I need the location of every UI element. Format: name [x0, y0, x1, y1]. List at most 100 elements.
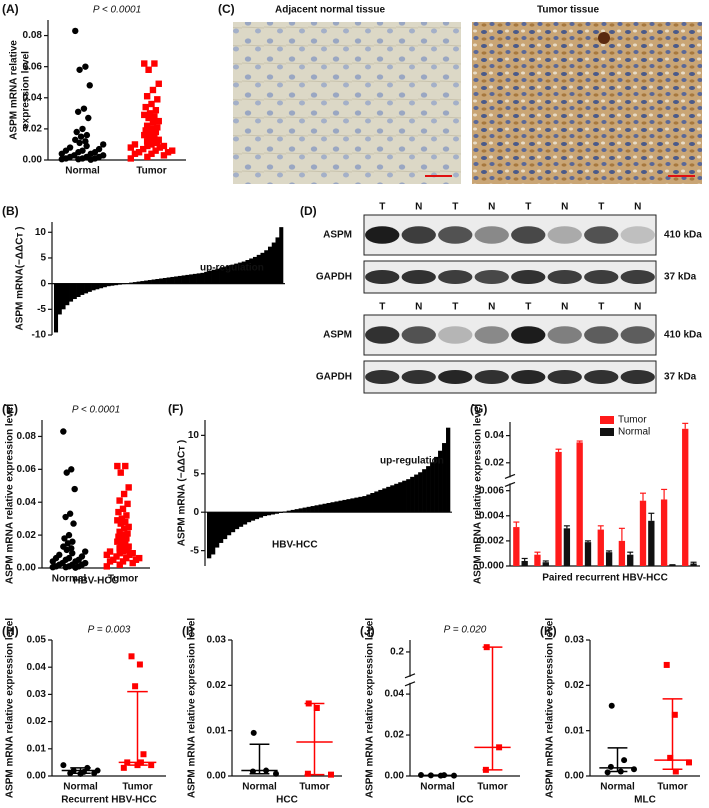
blot-band: [511, 326, 546, 344]
blot-band: [438, 226, 473, 244]
bar: [61, 283, 66, 310]
bar: [563, 528, 571, 566]
x-axis-label: HCC: [276, 795, 298, 806]
blot-band: [474, 369, 509, 385]
bar: [99, 283, 104, 289]
blot-band: [474, 226, 509, 244]
data-point: [141, 60, 148, 67]
data-point: [83, 131, 91, 139]
data-point: [86, 82, 93, 89]
image-title: Adjacent normal tissue: [275, 5, 385, 16]
blot-band: [584, 369, 619, 385]
bar: [618, 540, 626, 566]
data-point: [119, 505, 127, 512]
bar: [382, 488, 387, 513]
lane-label: T: [452, 302, 458, 313]
bar: [322, 503, 327, 513]
bar: [358, 496, 363, 513]
bar: [370, 493, 375, 513]
bar: [267, 246, 273, 284]
data-point: [148, 762, 155, 769]
data-point: [123, 554, 130, 562]
data-point: [118, 536, 126, 544]
protein-label: ASPM: [323, 230, 352, 241]
lane-label: T: [525, 302, 531, 313]
data-point: [58, 150, 65, 157]
bar: [80, 283, 85, 295]
bar: [446, 427, 451, 513]
bar: [605, 552, 613, 566]
data-point: [66, 510, 74, 517]
bar: [639, 500, 647, 566]
size-label: 410 kDa: [664, 330, 702, 341]
blot-band: [547, 226, 582, 244]
x-axis-label: HBV-HCC: [73, 576, 119, 587]
y-tick-label: -5: [37, 304, 46, 315]
bar: [254, 512, 260, 520]
legend-swatch: [600, 428, 614, 436]
data-point: [60, 428, 67, 435]
lane-label: N: [488, 202, 495, 213]
blot-band: [401, 326, 436, 344]
data-point: [70, 520, 77, 527]
panel-label: (D): [300, 204, 317, 218]
bar: [245, 260, 250, 284]
image-title: Tumor tissue: [537, 5, 599, 16]
data-point: [621, 757, 628, 764]
data-point: [117, 520, 124, 527]
axis-break-mark: [504, 481, 516, 487]
y-axis-label: ASPM mRNA relative expression level: [187, 618, 198, 798]
y-tick-label: 0.04: [27, 662, 47, 673]
size-label: 37 kDa: [664, 272, 697, 283]
bar: [241, 261, 246, 284]
y-axis-label: ASPM mRNA relative: [9, 40, 20, 140]
panel-label: (H): [2, 624, 19, 638]
data-point: [148, 150, 155, 157]
bar: [627, 554, 634, 566]
blot-band: [438, 369, 473, 385]
bar: [106, 283, 111, 287]
data-point: [328, 771, 334, 778]
bar: [246, 512, 252, 523]
panel-label: (C): [218, 2, 235, 16]
bar: [230, 512, 236, 533]
bar: [237, 262, 243, 284]
bar: [252, 256, 258, 284]
data-point: [667, 754, 674, 761]
bar: [226, 265, 231, 284]
chart: (I)ASPM mRNA relative expression level 0.…: [182, 618, 342, 806]
bar: [132, 282, 137, 284]
chart-title: P = 0.020: [444, 625, 487, 636]
data-point: [68, 466, 75, 473]
data-point: [146, 130, 154, 137]
y-axis-label: ASPM mRNA relative expression level: [473, 404, 484, 584]
y-tick-label: 0.00: [207, 771, 227, 782]
bar: [72, 283, 77, 300]
protein-label: ASPM: [323, 330, 352, 341]
data-point: [135, 149, 143, 156]
panel-label: (F): [168, 402, 183, 416]
blot-band: [620, 369, 655, 385]
bar: [129, 282, 134, 284]
bar: [314, 505, 319, 513]
y-tick-label: 0.02: [485, 457, 505, 468]
data-point: [110, 556, 117, 563]
lane-label: N: [415, 302, 422, 313]
bar: [174, 276, 179, 284]
data-point: [115, 508, 122, 516]
data-point: [152, 128, 160, 136]
chart: (E) P < 0.0001 ASPM mRNA relative expressi…: [2, 402, 150, 587]
bar: [249, 258, 254, 284]
data-point: [77, 133, 85, 140]
bar: [386, 486, 391, 513]
stain-spot: [598, 32, 610, 44]
y-tick-label: 0.00: [385, 771, 405, 782]
data-point: [143, 122, 151, 129]
data-point: [91, 770, 98, 777]
bar: [318, 504, 323, 513]
bar: [690, 563, 697, 566]
data-point: [149, 119, 157, 126]
data-point: [151, 113, 158, 120]
bar: [230, 264, 235, 284]
bar: [84, 283, 89, 294]
